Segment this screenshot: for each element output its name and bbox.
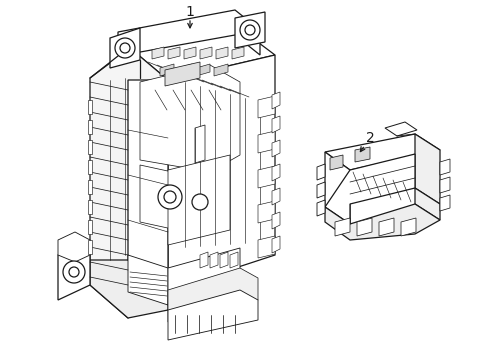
Polygon shape	[440, 195, 450, 211]
Polygon shape	[357, 218, 372, 236]
Polygon shape	[160, 64, 174, 76]
Polygon shape	[401, 218, 416, 236]
Polygon shape	[130, 25, 275, 80]
Polygon shape	[168, 290, 258, 340]
Polygon shape	[128, 255, 168, 305]
Polygon shape	[128, 80, 168, 290]
Text: 1: 1	[186, 5, 195, 19]
Circle shape	[164, 191, 176, 203]
Circle shape	[63, 261, 85, 283]
Polygon shape	[88, 140, 92, 154]
Polygon shape	[214, 64, 228, 76]
Polygon shape	[88, 100, 92, 114]
Polygon shape	[140, 165, 200, 235]
Circle shape	[192, 194, 208, 210]
Polygon shape	[272, 212, 280, 229]
Polygon shape	[195, 125, 205, 163]
Polygon shape	[415, 188, 440, 220]
Circle shape	[240, 20, 260, 40]
Polygon shape	[335, 218, 350, 236]
Polygon shape	[88, 200, 92, 214]
Polygon shape	[110, 28, 140, 68]
Polygon shape	[379, 218, 394, 236]
Polygon shape	[196, 64, 210, 76]
Polygon shape	[272, 92, 280, 109]
Circle shape	[115, 38, 135, 58]
Polygon shape	[325, 152, 350, 224]
Polygon shape	[220, 252, 228, 268]
Polygon shape	[140, 65, 240, 172]
Text: 2: 2	[366, 131, 374, 145]
Polygon shape	[88, 220, 92, 234]
Polygon shape	[90, 260, 168, 318]
Polygon shape	[118, 10, 260, 56]
Polygon shape	[235, 12, 265, 48]
Polygon shape	[355, 147, 370, 162]
Polygon shape	[258, 236, 275, 258]
Polygon shape	[272, 236, 280, 253]
Polygon shape	[258, 131, 275, 153]
Circle shape	[158, 185, 182, 209]
Polygon shape	[178, 64, 192, 76]
Polygon shape	[317, 200, 325, 216]
Circle shape	[69, 267, 79, 277]
Polygon shape	[165, 62, 200, 86]
Polygon shape	[317, 182, 325, 198]
Polygon shape	[258, 201, 275, 223]
Polygon shape	[415, 134, 440, 204]
Polygon shape	[152, 47, 164, 59]
Polygon shape	[440, 159, 450, 175]
Polygon shape	[90, 48, 168, 318]
Polygon shape	[230, 252, 238, 268]
Polygon shape	[330, 155, 343, 170]
Polygon shape	[168, 155, 230, 245]
Polygon shape	[184, 47, 196, 59]
Polygon shape	[232, 47, 244, 59]
Polygon shape	[168, 268, 258, 322]
Polygon shape	[385, 122, 417, 136]
Polygon shape	[272, 140, 280, 157]
Polygon shape	[88, 120, 92, 134]
Polygon shape	[200, 47, 212, 59]
Circle shape	[245, 25, 255, 35]
Polygon shape	[440, 177, 450, 193]
Polygon shape	[88, 180, 92, 194]
Polygon shape	[317, 164, 325, 180]
Polygon shape	[272, 164, 280, 181]
Polygon shape	[168, 55, 275, 290]
Polygon shape	[325, 134, 440, 170]
Polygon shape	[58, 240, 90, 300]
Polygon shape	[200, 252, 208, 268]
Polygon shape	[88, 240, 92, 254]
Polygon shape	[210, 252, 218, 268]
Polygon shape	[272, 188, 280, 205]
Polygon shape	[325, 204, 440, 240]
Polygon shape	[88, 160, 92, 174]
Polygon shape	[168, 47, 180, 59]
Polygon shape	[168, 248, 240, 305]
Polygon shape	[58, 232, 90, 262]
Polygon shape	[258, 96, 275, 118]
Polygon shape	[216, 47, 228, 59]
Polygon shape	[258, 166, 275, 188]
Circle shape	[120, 43, 130, 53]
Polygon shape	[272, 116, 280, 133]
Polygon shape	[325, 154, 415, 224]
